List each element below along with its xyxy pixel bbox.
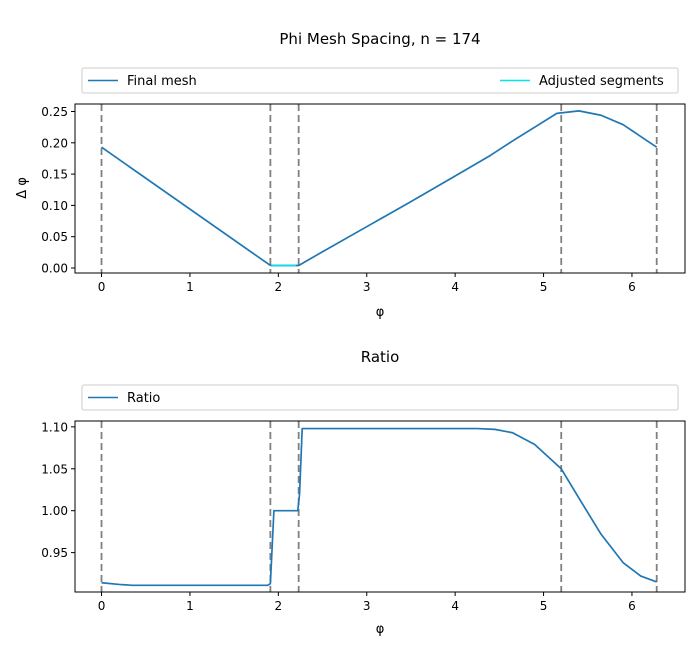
plot-area: [100, 421, 658, 592]
y-axis-ticks: 0.00 0.05 0.10 0.15 0.20 0.25: [41, 105, 75, 275]
y-tick-label: 0.00: [41, 261, 68, 275]
axes-frame: [74, 103, 686, 274]
axes-frame: [74, 420, 686, 593]
legend-frame: [81, 67, 679, 94]
series-line-final-mesh: [101, 110, 658, 267]
legend-label-ratio: Ratio: [127, 391, 160, 406]
y-axis-ticks: 0.95 1.00 1.05 1.10: [41, 420, 75, 560]
y-tick-label: 1.00: [41, 504, 68, 518]
x-tick-label: 3: [363, 599, 371, 613]
x-axis-ticks: 0 1 2 3 4 5 6: [98, 592, 636, 613]
x-tick-label: 5: [540, 599, 548, 613]
legend-frame: [81, 384, 679, 411]
x-tick-label: 6: [628, 280, 636, 294]
y-axis-label: Δ φ: [15, 177, 30, 199]
chart-ratio: Ratio Ratio 0 1 2 3 4 5 6 0.95 1.00 1.05 1.10 φ: [41, 348, 686, 637]
y-tick-label: 0.15: [41, 168, 68, 182]
y-tick-label: 1.05: [41, 462, 68, 476]
y-tick-label: 1.10: [41, 420, 68, 434]
x-tick-label: 2: [275, 599, 283, 613]
x-tick-label: 4: [451, 280, 459, 294]
x-tick-label: 0: [98, 599, 106, 613]
legend: Ratio: [81, 384, 679, 411]
x-tick-label: 6: [628, 599, 636, 613]
y-tick-label: 0.25: [41, 105, 68, 119]
x-tick-label: 0: [98, 280, 106, 294]
x-tick-label: 2: [275, 280, 283, 294]
series-line-ratio: [101, 427, 658, 587]
legend-label-adjusted-segments: Adjusted segments: [539, 74, 664, 89]
y-tick-label: 0.10: [41, 199, 68, 213]
x-tick-label: 3: [363, 280, 371, 294]
plot-area: [100, 104, 658, 273]
y-tick-label: 0.95: [41, 546, 68, 560]
x-tick-label: 4: [451, 599, 459, 613]
chart-title: Phi Mesh Spacing, n = 174: [279, 30, 480, 48]
legend: Final mesh Adjusted segments: [81, 67, 679, 94]
chart-mesh-spacing: Phi Mesh Spacing, n = 174 Final mesh Adj…: [15, 30, 686, 320]
x-tick-label: 1: [186, 280, 194, 294]
x-axis-label: φ: [376, 305, 385, 320]
x-tick-label: 5: [540, 280, 548, 294]
legend-label-final-mesh: Final mesh: [127, 74, 197, 89]
chart-title: Ratio: [361, 348, 400, 366]
x-axis-label: φ: [376, 622, 385, 637]
x-tick-label: 1: [186, 599, 194, 613]
y-tick-label: 0.20: [41, 136, 68, 150]
y-tick-label: 0.05: [41, 230, 68, 244]
x-axis-ticks: 0 1 2 3 4 5 6: [98, 273, 636, 294]
